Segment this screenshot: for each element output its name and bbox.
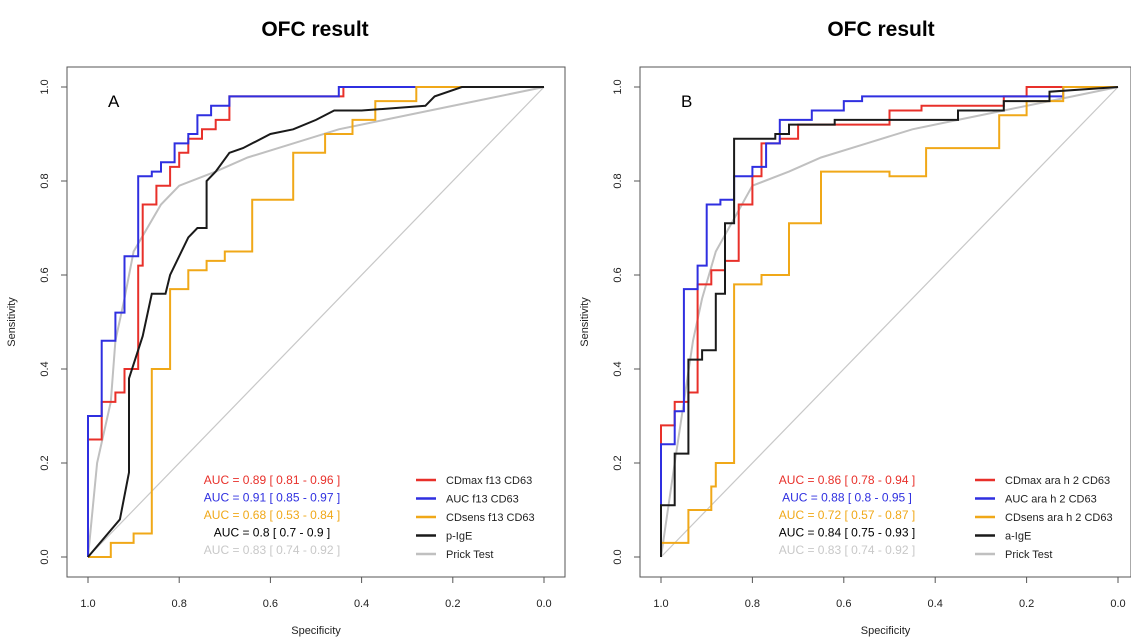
auc-label: AUC = 0.68 [ 0.53 - 0.84 ] xyxy=(204,508,340,522)
auc-label: AUC = 0.91 [ 0.85 - 0.97 ] xyxy=(204,491,340,505)
y-tick-label: 0.4 xyxy=(612,361,624,376)
legend-entry: CDmax ara h 2 CD63 xyxy=(1005,475,1110,487)
legend-entry: CDmax f13 CD63 xyxy=(446,475,532,487)
x-tick-label: 0.8 xyxy=(745,598,760,610)
y-tick-label: 0.0 xyxy=(39,549,51,564)
plot-frame xyxy=(66,66,566,578)
y-tick-label: 0.0 xyxy=(612,549,624,564)
y-tick-label: 0.6 xyxy=(39,267,51,282)
panel-label: A xyxy=(108,92,120,111)
y-tick-label: 1.0 xyxy=(39,79,51,94)
x-tick-label: 0.6 xyxy=(263,598,278,610)
roc-curve-cdmax-f13-cd63 xyxy=(87,86,544,557)
y-tick-label: 1.0 xyxy=(612,79,624,94)
panel-label: B xyxy=(681,92,692,111)
reference-diagonal xyxy=(87,86,545,558)
y-axis-label: Sensitivity xyxy=(579,297,591,347)
x-tick-label: 0.4 xyxy=(928,598,943,610)
y-axis-label: Sensitivity xyxy=(6,297,18,347)
plot-frame xyxy=(639,66,1131,578)
roc-curve-auc-f13-cd63 xyxy=(87,86,544,557)
auc-label: AUC = 0.83 [ 0.74 - 0.92 ] xyxy=(779,543,915,557)
roc-curve-a-ige xyxy=(660,86,1119,557)
roc-curve-p-ige xyxy=(87,86,544,558)
roc-curve-cdsens-ara-h-2-cd63 xyxy=(660,86,1118,557)
panel-title: OFC result xyxy=(261,18,368,41)
x-tick-label: 0.8 xyxy=(172,598,187,610)
legend-entry: AUC f13 CD63 xyxy=(446,494,519,506)
legend-entry: CDsens ara h 2 CD63 xyxy=(1005,512,1113,524)
roc-curve-prick-test xyxy=(87,86,545,558)
legend-entry: p-IgE xyxy=(446,531,472,543)
legend-entry: Prick Test xyxy=(446,549,493,561)
legend-entry: a-IgE xyxy=(1005,531,1031,543)
auc-label: AUC = 0.8 [ 0.7 - 0.9 ] xyxy=(214,526,330,540)
x-tick-label: 0.6 xyxy=(836,598,851,610)
x-axis-label: Specificity xyxy=(291,625,341,637)
x-tick-label: 0.0 xyxy=(1110,598,1125,610)
x-tick-label: 1.0 xyxy=(80,598,95,610)
auc-label: AUC = 0.86 [ 0.78 - 0.94 ] xyxy=(779,473,915,487)
auc-label: AUC = 0.88 [ 0.8 - 0.95 ] xyxy=(782,491,912,505)
legend-entry: AUC ara h 2 CD63 xyxy=(1005,494,1097,506)
auc-label: AUC = 0.84 [ 0.75 - 0.93 ] xyxy=(779,526,915,540)
legend-entry: CDsens f13 CD63 xyxy=(446,512,535,524)
y-tick-label: 0.8 xyxy=(612,173,624,188)
legend-entry: Prick Test xyxy=(1005,549,1052,561)
x-tick-label: 1.0 xyxy=(653,598,668,610)
y-tick-label: 0.2 xyxy=(39,455,51,470)
auc-label: AUC = 0.83 [ 0.74 - 0.92 ] xyxy=(204,543,340,557)
y-tick-label: 0.2 xyxy=(612,455,624,470)
y-tick-label: 0.6 xyxy=(612,267,624,282)
reference-diagonal xyxy=(660,86,1119,558)
y-tick-label: 0.8 xyxy=(39,173,51,188)
x-tick-label: 0.0 xyxy=(536,598,551,610)
panel-title: OFC result xyxy=(827,18,934,41)
roc-curve-cdsens-f13-cd63 xyxy=(88,86,544,558)
x-tick-label: 0.2 xyxy=(445,598,460,610)
y-tick-label: 0.4 xyxy=(39,361,51,376)
x-axis-label: Specificity xyxy=(861,625,911,637)
x-tick-label: 0.4 xyxy=(354,598,369,610)
auc-label: AUC = 0.89 [ 0.81 - 0.96 ] xyxy=(204,473,340,487)
x-tick-label: 0.2 xyxy=(1019,598,1034,610)
roc-curve-auc-ara-h-2-cd63 xyxy=(660,86,1118,557)
auc-label: AUC = 0.72 [ 0.57 - 0.87 ] xyxy=(779,508,915,522)
